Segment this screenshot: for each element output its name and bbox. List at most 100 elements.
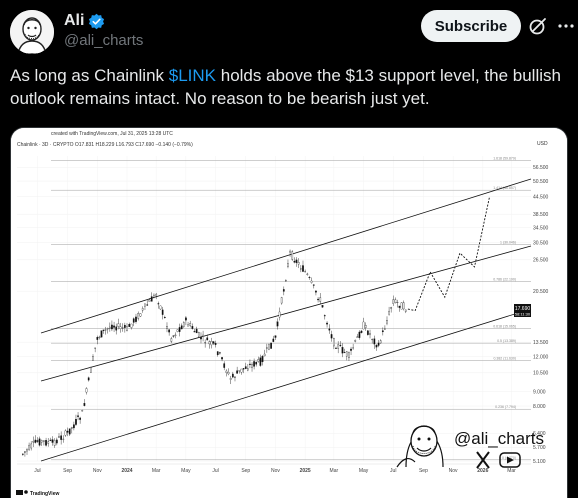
candle-body [161, 309, 164, 315]
candle-body [379, 340, 382, 344]
candle-body [268, 343, 270, 350]
candle-body [195, 328, 198, 334]
x-tick-label: Mar [152, 468, 161, 474]
x-tick-label: Jul [390, 468, 396, 474]
candle-body [141, 308, 144, 311]
candle-body [104, 329, 107, 331]
handle[interactable]: @ali_charts [64, 32, 144, 49]
candle-body [293, 260, 296, 263]
candle-body [150, 296, 153, 302]
current-price-countdown: 58:11:30 [515, 312, 531, 317]
fib-label: 0.618 (15.065) [493, 325, 516, 329]
candle-body [328, 328, 331, 331]
y-tick-label: 5.100 [533, 459, 546, 465]
y-tick-label: 6.400 [533, 431, 546, 437]
y-tick-label: 26.500 [533, 258, 549, 264]
candle-body [212, 341, 215, 344]
candle-body [270, 342, 272, 349]
candle-body [191, 326, 194, 329]
candle-body [388, 310, 390, 315]
candle-body [398, 305, 401, 308]
candle-body [58, 436, 60, 438]
candle-body [225, 370, 228, 373]
candle-body [306, 273, 309, 275]
candle-body [204, 342, 207, 344]
candle-body [174, 334, 177, 336]
candle-body [356, 336, 359, 338]
x-tick-label: 2025 [300, 468, 311, 474]
more-icon[interactable] [556, 16, 576, 36]
fib-label: 0.786 (22.190) [493, 277, 516, 281]
channel-middle [40, 245, 532, 382]
candle-body [119, 326, 122, 329]
fib-label: 1.414 (46.857) [493, 186, 516, 190]
candle-body [157, 303, 160, 305]
x-tick-label: May [359, 468, 369, 474]
price-candles [21, 249, 407, 457]
avatar[interactable] [10, 10, 54, 54]
candle-body [51, 439, 54, 443]
candle-body [282, 289, 285, 292]
candle-body [159, 305, 162, 310]
candle-body [214, 343, 217, 345]
channel-lower [40, 308, 532, 462]
candle-body [317, 298, 319, 301]
candle-body [83, 403, 86, 406]
candle-body [297, 262, 300, 265]
x-tick-label: 2026 [477, 468, 488, 474]
x-tick-label: Mar [330, 468, 339, 474]
candle-body [26, 449, 28, 452]
candle-body [202, 334, 204, 337]
candle-body [369, 333, 371, 335]
candle-body [113, 325, 115, 328]
candle-body [66, 430, 69, 433]
candle-body [396, 302, 399, 303]
candle-body [172, 335, 175, 337]
display-name[interactable]: Ali [64, 12, 85, 29]
candle-body [102, 329, 105, 331]
y-tick-label: 8.000 [533, 404, 546, 410]
cashtag-link[interactable]: $LINK [168, 66, 217, 85]
candle-body [43, 440, 45, 442]
candle-body [144, 303, 146, 307]
y-tick-label: 9.000 [533, 389, 546, 395]
candle-body [261, 356, 264, 363]
candle-body [73, 424, 75, 429]
candle-body [333, 338, 335, 347]
candle-body [280, 297, 283, 304]
candle-body [70, 427, 73, 429]
chart-image[interactable]: created with TradingView.com, Jul 31, 20… [10, 127, 568, 498]
candle-body [108, 326, 111, 329]
chart-ticker-info: Chainlink · 3D · CRYPTO O17.831 H18.229 … [17, 142, 193, 148]
youtube-logo-icon [499, 452, 521, 468]
candle-body [323, 315, 326, 317]
candle-body [221, 357, 223, 360]
post-header: Ali @ali_charts Subscribe [10, 8, 574, 58]
candle-body [24, 451, 26, 453]
y-tick-label: 12.000 [533, 354, 549, 360]
candle-body [55, 439, 58, 444]
candle-body [206, 337, 209, 341]
avatar-illustration-icon [10, 10, 54, 54]
candle-body [193, 331, 196, 333]
candle-body [40, 440, 43, 443]
x-logo-icon [476, 451, 490, 469]
current-price-label: 17.690 [515, 306, 531, 312]
candle-body [343, 352, 346, 353]
candle-body [219, 352, 221, 354]
x-tick-label: Jul [212, 468, 218, 474]
candle-body [28, 444, 30, 450]
fib-label: 1 (30.046) [500, 240, 516, 244]
candle-body [187, 324, 189, 327]
y-tick-label: 44.500 [533, 194, 549, 200]
candle-body [321, 305, 324, 308]
name-row: Ali [64, 12, 105, 30]
candle-body [166, 326, 168, 329]
candle-body [111, 324, 113, 330]
candle-body [240, 368, 243, 373]
subscribe-button[interactable]: Subscribe [421, 10, 521, 42]
grok-icon[interactable] [528, 16, 548, 36]
candle-body [295, 259, 298, 263]
candle-body [81, 410, 84, 412]
candle-body [242, 368, 245, 370]
